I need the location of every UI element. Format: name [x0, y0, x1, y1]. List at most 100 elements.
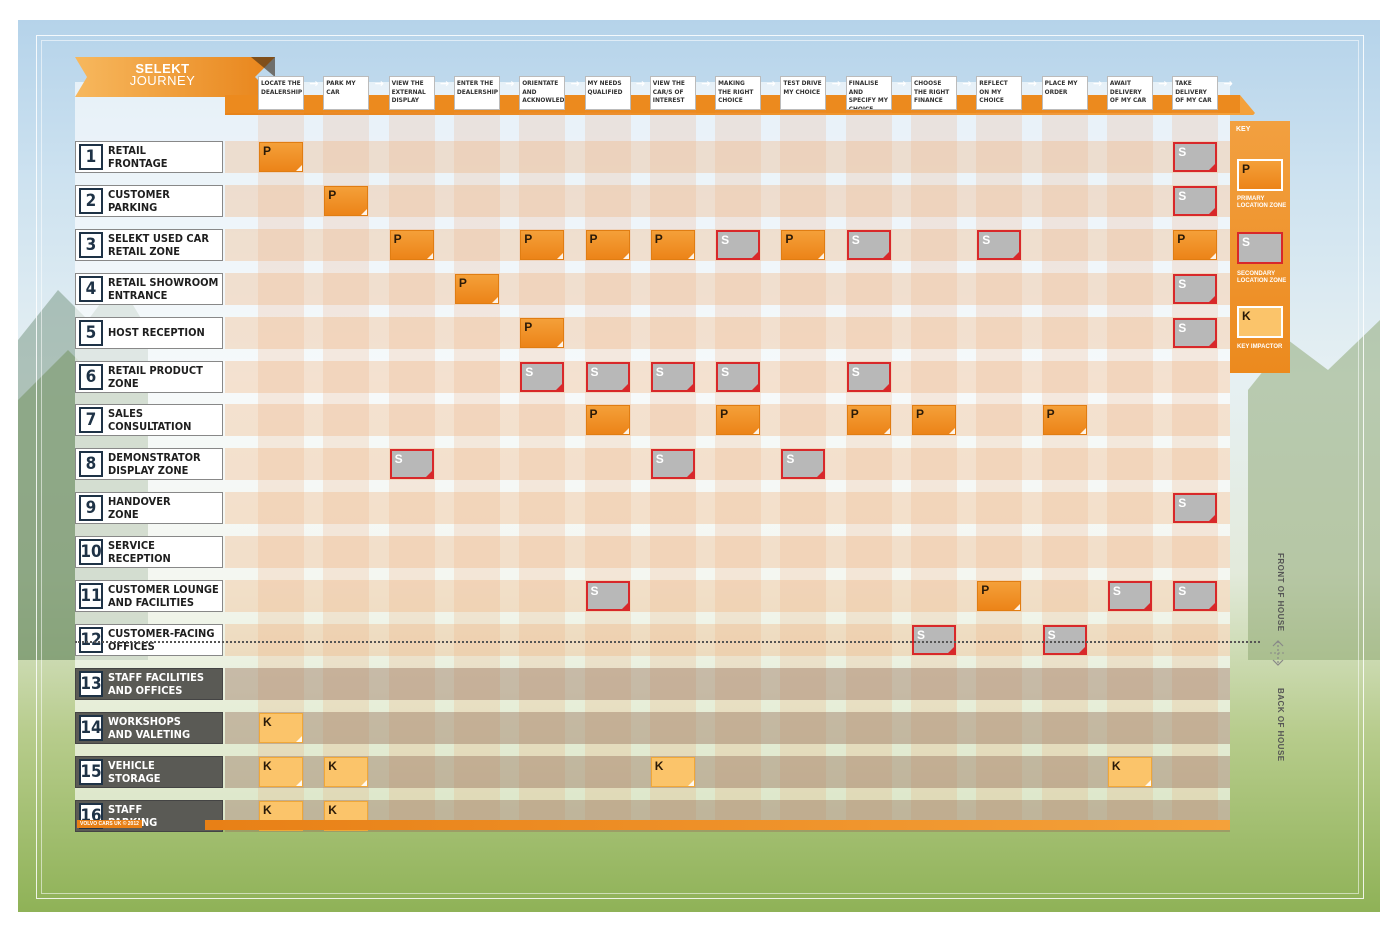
journey-step-label: TEST DRIVE MY CHOICE	[780, 76, 827, 110]
step-arrow-icon: →	[439, 77, 450, 90]
primary-zone-marker: P	[977, 581, 1022, 611]
journey-step-label: PLACE MY ORDER	[1041, 76, 1088, 110]
zone-number: 11	[79, 583, 103, 609]
zone-name-line-1: SALES	[108, 407, 143, 421]
zone-name-line-1: CUSTOMER-FACING	[108, 626, 215, 640]
title-line-1: SELEKT	[135, 61, 190, 76]
secondary-zone-marker: S	[585, 581, 630, 611]
journey-step-label: REFLECT ON MY CHOICE	[976, 76, 1023, 110]
step-arrow-icon: →	[962, 77, 972, 90]
zone-label: 10 SERVICE RECEPTION	[75, 536, 223, 569]
bottom-bar	[205, 820, 1230, 830]
secondary-zone-marker: S	[716, 361, 761, 392]
zone-row-band	[225, 580, 1230, 612]
journey-step-label: VIEW THE CAR/S OF INTEREST	[649, 76, 696, 110]
zone-label: 13 STAFF FACILITIES AND OFFICES	[75, 667, 223, 700]
zone-number: 5	[79, 319, 103, 346]
zone-name: SELEKT USED CAR RETAIL ZONE	[108, 232, 209, 258]
primary-zone-marker: P	[1042, 405, 1087, 436]
zone-name-line-1: HANDOVER	[108, 495, 171, 509]
zone-name-line-2: AND FACILITIES	[108, 596, 195, 609]
zone-number: 2	[79, 187, 103, 214]
zone-name-line-2: PARKING	[108, 200, 158, 214]
journey-step-label: MY NEEDS QUALIFIED	[584, 76, 631, 110]
secondary-zone-marker: S	[650, 449, 695, 480]
zone-number: 1	[79, 144, 103, 170]
poster-frame-inner	[41, 40, 1359, 894]
zone-name: CUSTOMER LOUNGE AND FACILITIES	[108, 583, 219, 609]
zone-number: 3	[79, 231, 103, 258]
zone-name-line-1: VEHICLE	[108, 758, 155, 772]
secondary-zone-marker: S	[1173, 493, 1218, 524]
journey-step-label: VIEW THE EXTERNAL DISPLAY	[388, 76, 435, 110]
zone-row-band	[225, 448, 1230, 481]
step-arrow-icon: →	[1223, 77, 1233, 90]
journey-step-label: AWAIT DELIVERY OF MY CAR	[1106, 76, 1153, 110]
zone-name: RETAIL FRONTAGE	[108, 144, 168, 170]
zone-name-line-1: RETAIL PRODUCT	[108, 363, 203, 377]
zone-name-line-1: STAFF FACILITIES	[108, 670, 205, 684]
back-of-house-label: BACK OF HOUSE	[1276, 688, 1285, 762]
zone-name-line-1: RETAIL SHOWROOM	[108, 275, 219, 289]
zone-row-band	[225, 755, 1230, 788]
secondary-zone-marker: S	[1173, 142, 1218, 172]
zone-number: 10	[79, 539, 103, 566]
secondary-zone-marker: S	[585, 361, 630, 392]
zone-name-line-1: HOST RECEPTION	[108, 326, 205, 340]
step-arrow-icon: →	[897, 77, 907, 90]
secondary-zone-marker: S	[1173, 317, 1218, 348]
key-secondary-swatch: S	[1237, 232, 1283, 264]
zone-label: 3 SELEKT USED CAR RETAIL ZONE	[75, 228, 223, 261]
zone-row-band	[225, 667, 1230, 700]
key-impactor-marker: K	[650, 756, 695, 787]
primary-zone-marker: P	[781, 229, 826, 260]
step-arrow-icon: →	[374, 77, 384, 90]
zone-name-line-1: CUSTOMER	[108, 187, 170, 201]
zone-name-line-1: WORKSHOPS	[108, 714, 181, 728]
step-arrow-icon: →	[701, 77, 711, 90]
zone-name: CUSTOMER-FACING OFFICES	[108, 627, 214, 653]
primary-zone-marker: P	[520, 317, 565, 348]
primary-zone-marker: P	[1173, 229, 1218, 260]
zone-number: 13	[79, 670, 103, 697]
step-arrow-icon: →	[635, 77, 646, 90]
zone-number: 15	[79, 758, 103, 785]
secondary-zone-marker: S	[389, 449, 434, 480]
secondary-zone-marker: S	[520, 361, 565, 392]
zone-name: DEMONSTRATOR DISPLAY ZONE	[108, 451, 201, 477]
key-impactor-letter: K	[1242, 309, 1251, 323]
key-impactor-swatch: K	[1237, 306, 1283, 338]
secondary-zone-marker: S	[1173, 273, 1218, 304]
primary-zone-marker: P	[912, 405, 956, 436]
zone-name-line-2: DISPLAY ZONE	[108, 464, 189, 478]
zone-name-line-2: RETAIL ZONE	[108, 244, 180, 258]
copyright-footer: VOLVO CARS UK © 2012	[77, 820, 142, 828]
front-back-arrow-icon	[1270, 640, 1286, 666]
secondary-zone-marker: S	[912, 624, 956, 655]
zone-row-band	[225, 272, 1230, 305]
zone-name: CUSTOMER PARKING	[108, 188, 170, 214]
step-column-band	[1106, 112, 1153, 824]
journey-step-label: TAKE DELIVERY OF MY CAR	[1172, 76, 1219, 110]
zone-label: 5 HOST RECEPTION	[75, 316, 223, 349]
step-arrow-icon: →	[309, 77, 319, 90]
zone-name-line-1: RETAIL	[108, 144, 146, 157]
secondary-zone-marker: S	[716, 229, 761, 260]
step-column-band	[911, 112, 957, 824]
zone-name: VEHICLE STORAGE	[108, 759, 160, 785]
key-impactor-marker: K	[259, 712, 303, 743]
zone-label: 15 VEHICLE STORAGE	[75, 755, 223, 788]
key-primary-caption: PRIMARY LOCATION ZONE	[1237, 196, 1287, 209]
step-column-band	[258, 112, 304, 824]
journey-step-label: LOCATE THE DEALERSHIP	[258, 76, 304, 110]
zone-name-line-2: CONSULTATION	[108, 420, 192, 434]
secondary-zone-marker: S	[1042, 624, 1087, 655]
zone-label: 9 HANDOVER ZONE	[75, 492, 223, 525]
journey-step-label: MAKING THE RIGHT CHOICE	[715, 76, 762, 110]
key-title: KEY	[1236, 126, 1251, 133]
journey-step-label: FINALISE AND SPECIFY MY CHOICE	[845, 76, 892, 110]
key-primary-swatch: P	[1237, 159, 1283, 191]
secondary-zone-marker: S	[1173, 581, 1218, 611]
zone-name-line-2: ENTRANCE	[108, 288, 168, 302]
key-secondary-caption: SECONDARY LOCATION ZONE	[1237, 271, 1287, 284]
